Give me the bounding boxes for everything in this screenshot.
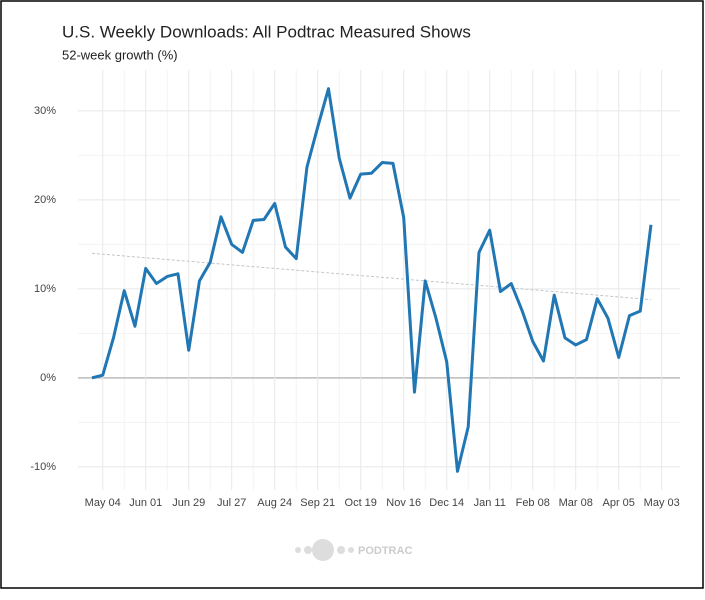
x-tick-label: Jun 29 [172, 497, 205, 509]
x-tick-label: Nov 16 [386, 497, 421, 509]
x-tick-label: Sep 21 [300, 497, 335, 509]
x-tick-label: Mar 08 [559, 497, 593, 509]
chart-title: U.S. Weekly Downloads: All Podtrac Measu… [62, 22, 471, 41]
logo-dot [348, 547, 354, 553]
y-tick-label: 30% [34, 105, 56, 117]
x-tick-label: May 03 [644, 497, 680, 509]
trend-line [91, 252, 652, 301]
y-tick-label: -10% [30, 461, 56, 473]
logo-dot [312, 539, 334, 561]
x-tick-label: Jun 01 [129, 497, 162, 509]
x-tick-label: Dec 14 [429, 497, 464, 509]
logo-dot [304, 546, 312, 554]
y-tick-label: 0% [40, 372, 56, 384]
x-tick-label: Jan 11 [474, 497, 506, 509]
logo-dot [295, 547, 301, 553]
x-tick-label: Oct 19 [345, 497, 377, 509]
logo-dot [337, 546, 345, 554]
logo: PODTRAC [295, 539, 412, 561]
x-tick-label: Apr 05 [603, 497, 635, 509]
x-tick-label: Aug 24 [257, 497, 292, 509]
chart-subtitle: 52-week growth (%) [62, 47, 178, 62]
y-tick-label: 20% [34, 194, 56, 206]
logo-text: PODTRAC [358, 545, 412, 557]
data-line [91, 87, 653, 473]
x-tick-label: Jul 27 [217, 497, 246, 509]
y-tick-label: 10% [34, 283, 56, 295]
x-tick-label: Feb 08 [516, 497, 550, 509]
x-tick-label: May 04 [85, 497, 121, 509]
